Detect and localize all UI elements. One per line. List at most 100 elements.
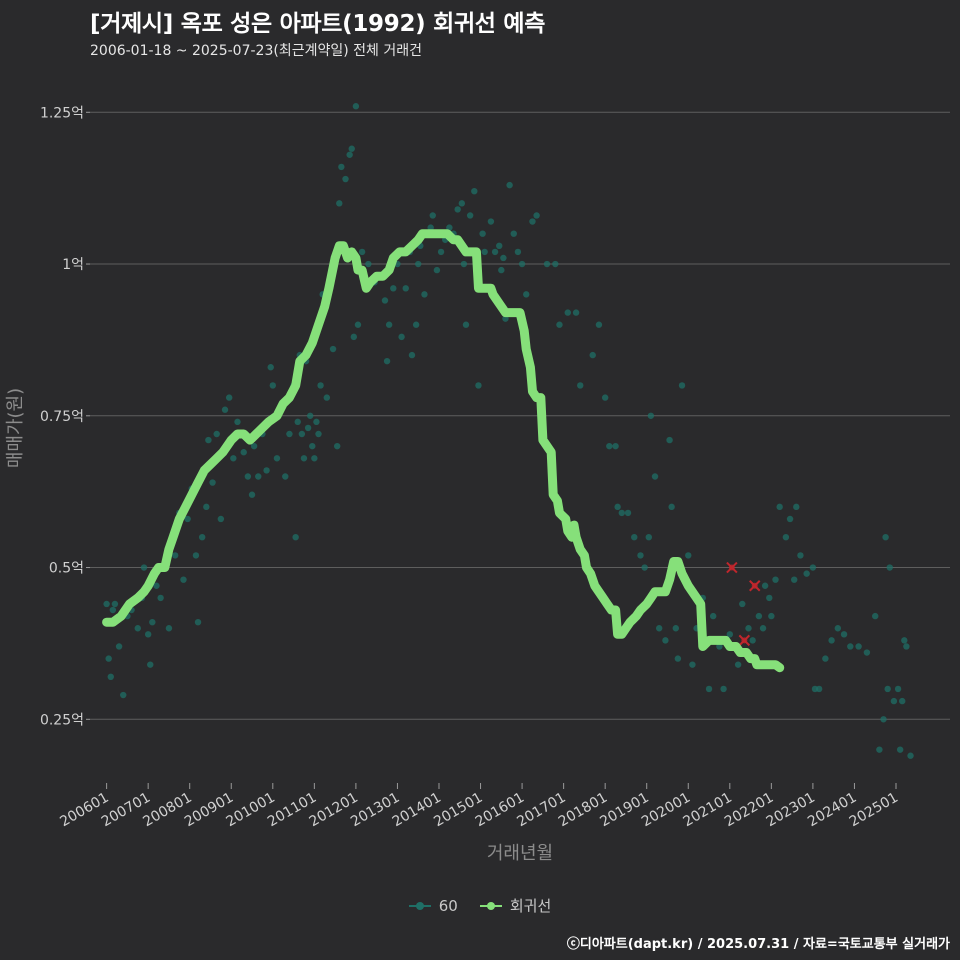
scatter-point[interactable] <box>903 643 910 650</box>
scatter-point[interactable] <box>309 442 316 450</box>
scatter-point[interactable] <box>651 473 659 480</box>
scatter-point[interactable] <box>298 430 306 438</box>
scatter-point[interactable] <box>225 394 233 401</box>
scatter-point[interactable] <box>543 260 551 268</box>
scatter-point[interactable] <box>323 394 331 401</box>
scatter-point[interactable] <box>415 260 422 268</box>
scatter-point[interactable] <box>111 600 119 608</box>
scatter-point[interactable] <box>529 218 536 225</box>
scatter-point[interactable] <box>273 455 281 462</box>
scatter-point[interactable] <box>595 321 603 328</box>
scatter-point[interactable] <box>230 455 237 462</box>
scatter-point[interactable] <box>315 430 322 438</box>
scatter-point[interactable] <box>901 637 908 644</box>
scatter-point[interactable] <box>510 230 517 237</box>
scatter-point[interactable] <box>346 151 353 158</box>
scatter-point[interactable] <box>408 351 416 359</box>
scatter-point[interactable] <box>709 612 717 620</box>
scatter-point[interactable] <box>487 218 495 225</box>
scatter-point[interactable] <box>772 576 779 583</box>
scatter-point[interactable] <box>776 503 783 511</box>
scatter-point[interactable] <box>793 503 800 511</box>
scatter-point[interactable] <box>412 321 420 328</box>
scatter-point[interactable] <box>655 625 663 632</box>
scatter-point[interactable] <box>203 503 210 511</box>
scatter-point[interactable] <box>286 430 293 438</box>
scatter-point[interactable] <box>475 382 482 389</box>
scatter-point[interactable] <box>184 515 191 523</box>
scatter-point[interactable] <box>533 212 540 219</box>
scatter-point[interactable] <box>666 436 673 444</box>
scatter-point[interactable] <box>822 655 829 662</box>
scatter-point[interactable] <box>171 552 179 559</box>
scatter-point[interactable] <box>205 436 212 444</box>
scatter-point[interactable] <box>872 612 879 620</box>
scatter-point[interactable] <box>103 600 110 608</box>
scatter-point[interactable] <box>471 187 478 195</box>
scatter-point[interactable] <box>105 655 112 662</box>
scatter-point[interactable] <box>614 503 621 511</box>
scatter-point[interactable] <box>739 600 746 608</box>
scatter-point[interactable] <box>481 248 488 256</box>
scatter-point[interactable] <box>147 661 154 668</box>
scatter-point[interactable] <box>518 260 526 268</box>
scatter-point[interactable] <box>786 515 794 523</box>
scatter-point[interactable] <box>674 655 682 662</box>
legend-item-regression[interactable]: 회귀선 <box>479 895 551 916</box>
scatter-point[interactable] <box>907 752 914 759</box>
scatter-point[interactable] <box>194 618 202 626</box>
scatter-point[interactable] <box>462 321 470 328</box>
scatter-point[interactable] <box>899 697 906 705</box>
scatter-point[interactable] <box>192 552 200 559</box>
scatter-point[interactable] <box>120 691 127 699</box>
scatter-point[interactable] <box>244 473 252 480</box>
scatter-point[interactable] <box>662 637 669 644</box>
scatter-point[interactable] <box>333 442 341 450</box>
scatter-point[interactable] <box>267 364 274 371</box>
scatter-point[interactable] <box>269 382 277 389</box>
scatter-point[interactable] <box>815 685 823 693</box>
scatter-point[interactable] <box>107 673 114 681</box>
scatter-point[interactable] <box>292 533 299 541</box>
scatter-point[interactable] <box>589 351 596 359</box>
scatter-point[interactable] <box>882 533 889 541</box>
scatter-point[interactable] <box>726 631 734 638</box>
scatter-point[interactable] <box>402 285 409 292</box>
scatter-point[interactable] <box>381 297 389 304</box>
scatter-point[interactable] <box>759 625 767 632</box>
scatter-point[interactable] <box>577 382 584 389</box>
scatter-point[interactable] <box>153 582 160 589</box>
scatter-point[interactable] <box>157 594 164 602</box>
scatter-point[interactable] <box>180 576 187 583</box>
scatter-point[interactable] <box>880 716 887 723</box>
scatter-point[interactable] <box>217 515 225 523</box>
scatter-point[interactable] <box>263 467 270 474</box>
scatter-point[interactable] <box>365 260 372 268</box>
scatter-point[interactable] <box>248 491 256 498</box>
scatter-point[interactable] <box>109 606 117 614</box>
scatter-point[interactable] <box>240 449 247 456</box>
scatter-point[interactable] <box>437 248 445 256</box>
scatter-point[interactable] <box>234 418 241 426</box>
scatter-point[interactable] <box>894 685 902 693</box>
scatter-point[interactable] <box>329 345 337 353</box>
scatter-point[interactable] <box>300 455 308 462</box>
scatter-point[interactable] <box>855 643 862 650</box>
scatter-point[interactable] <box>352 103 360 110</box>
scatter-point[interactable] <box>572 309 580 316</box>
scatter-point[interactable] <box>803 570 810 577</box>
scatter-point[interactable] <box>514 248 522 256</box>
scatter-point[interactable] <box>498 266 505 274</box>
scatter-point[interactable] <box>564 309 571 316</box>
scatter-point[interactable] <box>165 625 173 632</box>
scatter-point[interactable] <box>454 206 461 213</box>
scatter-point[interactable] <box>612 442 619 450</box>
scatter-point[interactable] <box>348 145 355 152</box>
scatter-point[interactable] <box>338 163 345 171</box>
scatter-point[interactable] <box>720 685 727 693</box>
scatter-point[interactable] <box>306 412 314 419</box>
scatter-point[interactable] <box>282 473 289 480</box>
scatter-point[interactable] <box>637 552 644 559</box>
scatter-point[interactable] <box>460 260 468 268</box>
scatter-point[interactable] <box>678 382 686 389</box>
